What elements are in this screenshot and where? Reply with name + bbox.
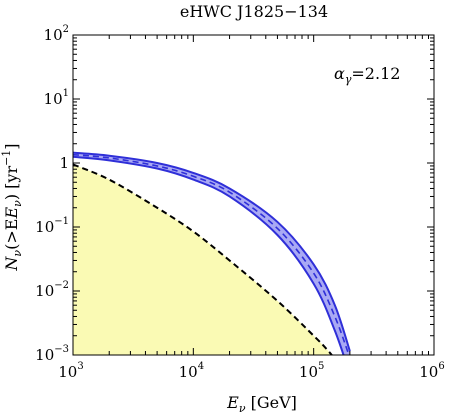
ticks-layer (72, 34, 435, 356)
y-tick-label: 10−3 (35, 344, 69, 364)
x-label-unit: [GeV] (246, 393, 297, 412)
y-tick-label: 101 (44, 88, 69, 108)
y-tick-base: 10 (35, 282, 54, 300)
y-tick-exp: −2 (54, 280, 69, 291)
alpha-symbol: α (334, 64, 345, 83)
band-lower-line (73, 155, 345, 355)
y-axis-label: Nν(>EEν) [yr−1] (0, 143, 24, 271)
x-tick-base: 10 (179, 363, 198, 381)
x-tick-exp: 4 (198, 361, 204, 372)
y-tick-label: 10−2 (35, 280, 69, 300)
x-tick-base: 10 (419, 363, 438, 381)
x-tick-label: 105 (299, 361, 324, 381)
y-tick-base: 10 (44, 26, 63, 44)
y-label-unit-exp: −1 (0, 150, 13, 166)
x-tick-label: 106 (419, 361, 444, 381)
x-tick-base: 10 (299, 363, 318, 381)
x-tick-label: 103 (58, 361, 83, 381)
dashed-series-line (73, 163, 334, 355)
y-label-e-sub: ν (11, 200, 24, 207)
y-label-open: (>E (2, 219, 21, 250)
x-tick-exp: 5 (318, 361, 324, 372)
y-tick-exp: −1 (54, 216, 69, 227)
alpha-annotation: αγ=2.12 (334, 64, 400, 86)
x-tick-exp: 6 (438, 361, 444, 372)
y-tick-base: 10 (44, 90, 63, 108)
y-tick-label: 102 (44, 24, 69, 44)
y-tick-base: 10 (35, 346, 54, 364)
x-tick-base: 10 (58, 363, 77, 381)
y-label-unit-open: [yr (2, 166, 21, 194)
y-tick-base: 10 (35, 218, 54, 236)
band-median-line (73, 153, 350, 355)
x-tick-label: 104 (179, 361, 204, 381)
y-label-e: E (2, 207, 21, 220)
x-label-main: E (226, 393, 239, 412)
band-upper-line (73, 151, 351, 352)
alpha-value: =2.12 (351, 64, 400, 83)
plot-frame (72, 34, 435, 356)
x-axis-label: Eν [GeV] (226, 393, 297, 415)
y-tick-label: 10−1 (35, 216, 69, 236)
y-label-sub: ν (11, 250, 24, 257)
chart-title: eHWC J1825−134 (180, 2, 328, 21)
fill-layer (73, 164, 332, 355)
alpha-subscript: γ (345, 73, 352, 86)
x-tick-exp: 3 (77, 361, 83, 372)
y-tick-exp: 2 (63, 24, 69, 35)
y-tick-exp: −3 (54, 344, 69, 355)
y-tick-exp: 1 (63, 88, 69, 99)
y-tick-base: 1 (59, 154, 69, 172)
lines-layer (73, 151, 351, 355)
atmospheric-fill-area (73, 164, 332, 355)
y-label-unit-close: ] (2, 143, 21, 149)
y-tick-label: 1 (59, 154, 69, 172)
x-label-sub: ν (239, 402, 246, 415)
y-label-close: ) (2, 194, 21, 200)
y-label-main: N (2, 256, 21, 272)
